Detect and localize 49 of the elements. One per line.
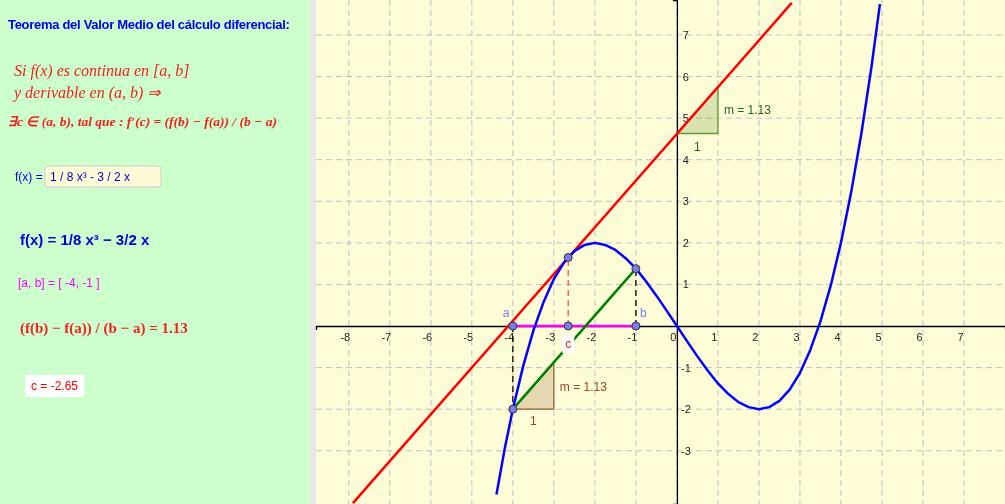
text: y derivable en (a, b) ⇒ <box>12 84 162 102</box>
y-tick-label: 6 <box>682 70 689 83</box>
y-tick-label: -2 <box>681 403 691 416</box>
point <box>631 264 641 274</box>
y-tick-label: 1 <box>682 278 689 291</box>
annotation: m = 1.13 <box>723 102 772 117</box>
point <box>631 321 641 331</box>
text: [a, b] = [ -4, -1 ] <box>18 276 100 290</box>
point <box>563 321 573 331</box>
x-tick-label: -5 <box>463 330 474 343</box>
point <box>508 321 518 331</box>
text: (f(b) − f(a)) / (b − a) = 1.13 <box>20 320 188 337</box>
text: f(x) = 1/8 x³ − 3/2 x <box>20 231 150 248</box>
x-tick-label: -7 <box>381 330 392 343</box>
annotation: 1 <box>694 140 702 155</box>
text: 1 / 8 x³ - 3 / 2 x <box>50 170 131 184</box>
y-tick-label: 4 <box>682 153 689 166</box>
annotation: 1 <box>530 414 538 429</box>
x-tick-label: -3 <box>545 330 556 343</box>
point <box>563 252 573 262</box>
point <box>508 404 518 414</box>
x-tick-label: 2 <box>752 330 759 343</box>
y-tick-label: -3 <box>681 444 691 457</box>
x-tick-label: 7 <box>957 330 964 343</box>
y-tick-label: -1 <box>681 361 691 374</box>
text: c = -2.65 <box>31 379 79 393</box>
y-tick-label: 2 <box>682 236 689 249</box>
annotation: a <box>502 306 510 321</box>
x-tick-label: -4 <box>504 330 515 343</box>
x-tick-label: 5 <box>875 330 882 343</box>
text: ∃c ∈ (a, b), tal que : f′(c) = (f(b) − f(a)) / (b − a) <box>8 114 277 129</box>
text: f(x) = <box>15 170 43 184</box>
x-tick-label: 4 <box>834 330 841 343</box>
y-tick-label: 7 <box>682 28 689 41</box>
annotation: m = 1.13 <box>559 379 608 394</box>
x-tick-label: -1 <box>627 330 638 343</box>
x-tick-label: -6 <box>422 330 433 343</box>
x-tick-label: -8 <box>340 330 351 343</box>
line-series <box>495 2 882 496</box>
text: Teorema del Valor Medio del cálculo diferencial: <box>8 17 290 32</box>
x-tick-label: 6 <box>916 330 923 343</box>
x-tick-label: 0 <box>670 330 677 343</box>
x-tick-label: 1 <box>711 330 718 343</box>
y-tick-label: 3 <box>682 195 689 208</box>
text: Si f(x) es continua en [a, b] <box>14 62 190 80</box>
x-tick-label: -2 <box>586 330 597 343</box>
annotation: b <box>639 306 647 321</box>
x-tick-label: 3 <box>793 330 800 343</box>
y-tick-label: 5 <box>682 112 689 125</box>
